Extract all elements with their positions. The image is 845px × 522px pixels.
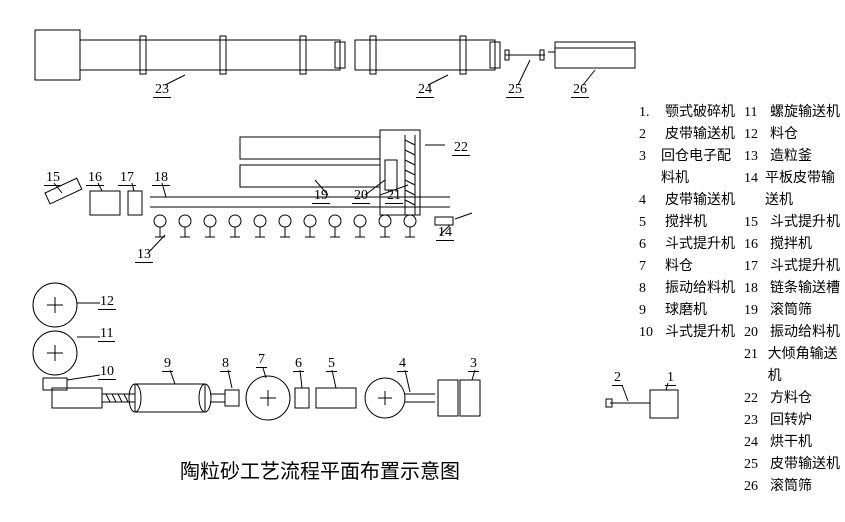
legend-item: 18链条输送槽: [744, 278, 844, 300]
label-24: 24: [416, 82, 434, 98]
bottom-row-svg: [40, 360, 520, 470]
label-2: 2: [612, 370, 623, 386]
legend-item: 14平板皮带输送机: [744, 168, 844, 212]
label-3: 3: [468, 356, 479, 372]
legend-item: 9球磨机: [639, 300, 744, 322]
legend-item: 7料仓: [639, 256, 744, 278]
label-25: 25: [506, 82, 524, 98]
legend-item: 15斗式提升机: [744, 212, 844, 234]
label-17: 17: [118, 170, 136, 186]
legend-item: 13造粒釜: [744, 146, 844, 168]
legend-item: 21大倾角输送机: [744, 344, 844, 388]
label-7: 7: [256, 352, 267, 368]
label-18: 18: [152, 170, 170, 186]
legend-item: 19滚筒筛: [744, 300, 844, 322]
label-16: 16: [86, 170, 104, 186]
legend-item: 22方料仓: [744, 388, 844, 410]
legend-item: 23回转炉: [744, 410, 844, 432]
diagram-title: 陶粒砂工艺流程平面布置示意图: [180, 455, 460, 484]
legend-item: 12料仓: [744, 124, 844, 146]
legend-col1: 1.颚式破碎机2皮带输送机3回仓电子配料机4皮带输送机5搅拌机6斗式提升机7料仓…: [639, 102, 744, 344]
legend-item: 6斗式提升机: [639, 234, 744, 256]
legend-item: 24烘干机: [744, 432, 844, 454]
label-5: 5: [326, 356, 337, 372]
legend-item: 4皮带输送机: [639, 190, 744, 212]
label-11: 11: [98, 326, 115, 342]
legend-item: 10斗式提升机: [639, 322, 744, 344]
legend-item: 3回仓电子配料机: [639, 146, 744, 190]
label-22: 22: [452, 140, 470, 156]
legend-item: 1.颚式破碎机: [639, 102, 744, 124]
legend-item: 20振动给料机: [744, 322, 844, 344]
legend-item: 17斗式提升机: [744, 256, 844, 278]
legend-item: 5搅拌机: [639, 212, 744, 234]
legend-item: 25皮带输送机: [744, 454, 844, 476]
legend-item: 16搅拌机: [744, 234, 844, 256]
label-4: 4: [397, 356, 408, 372]
legend-item: 2皮带输送机: [639, 124, 744, 146]
top-kiln-svg: [0, 0, 660, 110]
label-1: 1: [665, 370, 676, 386]
legend-item: 8振动给料机: [639, 278, 744, 300]
legend-col2: 11螺旋输送机12料仓13造粒釜14平板皮带输送机15斗式提升机16搅拌机17斗…: [744, 102, 844, 498]
legend-item: 26滚筒筛: [744, 476, 844, 498]
label-9: 9: [162, 356, 173, 372]
label-13: 13: [135, 247, 153, 263]
label-26: 26: [571, 82, 589, 98]
label-6: 6: [293, 356, 304, 372]
left-chain-svg: [40, 175, 480, 285]
label-15: 15: [44, 170, 62, 186]
label-8: 8: [220, 356, 231, 372]
label-23: 23: [153, 82, 171, 98]
label-12: 12: [98, 294, 116, 310]
label-14: 14: [436, 225, 454, 241]
legend-item: 11螺旋输送机: [744, 102, 844, 124]
